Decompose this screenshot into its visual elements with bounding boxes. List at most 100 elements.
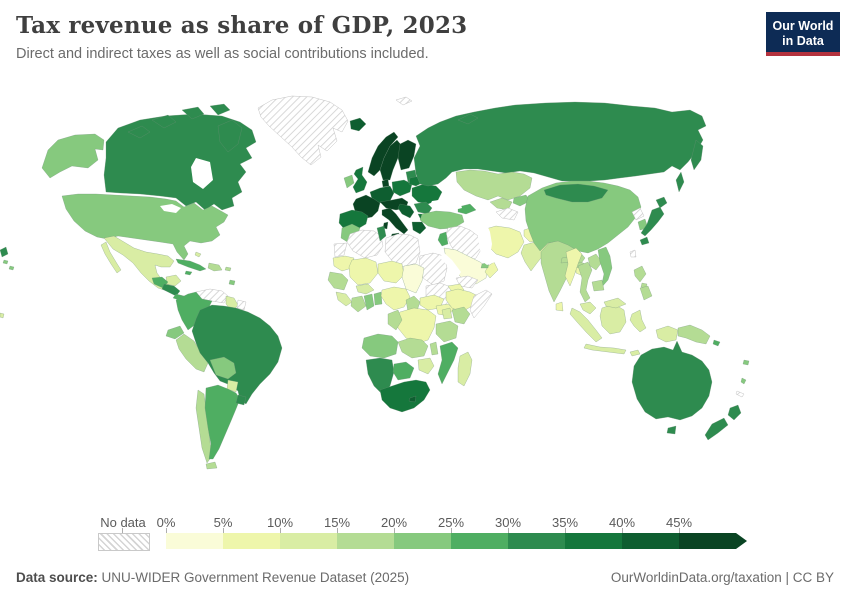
country-malaysia-borneo[interactable] — [603, 297, 627, 309]
country-uruguay[interactable] — [235, 394, 247, 406]
country-mexico-baja[interactable] — [100, 241, 122, 274]
country-niger[interactable] — [377, 260, 405, 284]
country-vietnam[interactable] — [597, 246, 613, 289]
legend-color-bar[interactable]: 0% 5% 10% 15% 20% 25% 30% 35% 40% 45% — [157, 515, 748, 549]
country-russia-sakhalin[interactable] — [675, 171, 685, 193]
legend-bin-0-5%[interactable] — [166, 533, 223, 549]
country-cuba[interactable] — [175, 258, 207, 272]
country-kyrgyzstan-tajikistan[interactable] — [512, 194, 531, 207]
country-svalbard[interactable] — [395, 96, 413, 106]
country-angola[interactable] — [361, 333, 399, 359]
country-romania[interactable] — [413, 201, 433, 215]
country-sierra-leone-liberia[interactable] — [335, 291, 353, 307]
country-myanmar[interactable] — [564, 247, 583, 287]
country-norway[interactable] — [367, 131, 399, 177]
country-mali[interactable] — [348, 257, 379, 286]
country-indonesia-java[interactable] — [583, 343, 627, 355]
country-bahamas[interactable] — [194, 251, 202, 258]
country-cambodia[interactable] — [591, 279, 605, 292]
country-western-sahara[interactable] — [333, 242, 348, 258]
country-togo-benin[interactable] — [373, 291, 383, 306]
country-russia-kamchatka[interactable] — [690, 139, 704, 171]
owid-url-link[interactable]: OurWorldinData.org/taxation — [610, 570, 782, 585]
country-libya[interactable] — [384, 233, 421, 268]
country-canada-arctic-4[interactable] — [209, 103, 231, 116]
country-indonesia-west-papua[interactable] — [655, 325, 679, 343]
country-italy[interactable] — [381, 207, 409, 235]
country-united-states-hawaii-2[interactable] — [8, 265, 15, 271]
country-australia-tasmania[interactable] — [666, 425, 677, 435]
country-russia-novaya-zemlya[interactable] — [457, 113, 479, 125]
country-peru[interactable] — [175, 333, 209, 373]
legend-bin-45%+[interactable] — [679, 533, 736, 549]
country-new-zealand-north[interactable] — [727, 404, 742, 421]
country-kenya[interactable] — [451, 306, 471, 325]
country-ecuador[interactable] — [165, 325, 185, 340]
country-japan-honshu[interactable] — [640, 206, 665, 237]
country-haiti-dominican-republic[interactable] — [207, 262, 223, 272]
country-china[interactable] — [524, 180, 642, 254]
country-poland[interactable] — [391, 179, 413, 197]
country-nigeria[interactable] — [380, 286, 411, 311]
country-dr-congo[interactable] — [395, 307, 437, 345]
legend-bin-40-45%[interactable] — [622, 533, 679, 549]
country-chad[interactable] — [401, 263, 425, 294]
country-finland[interactable] — [397, 139, 417, 171]
country-mozambique[interactable] — [437, 341, 459, 385]
country-lesotho[interactable] — [408, 395, 417, 403]
owid-logo[interactable]: Our World in Data — [766, 12, 840, 56]
country-uzbekistan[interactable] — [489, 197, 513, 211]
country-united-states-alaska[interactable] — [41, 133, 105, 179]
country-indonesia-sulawesi[interactable] — [629, 309, 647, 333]
country-mexico[interactable] — [103, 235, 175, 292]
country-papua-new-guinea[interactable] — [677, 324, 711, 345]
country-australia[interactable] — [631, 340, 713, 421]
country-russia[interactable] — [413, 101, 707, 187]
country-brazil[interactable] — [191, 304, 283, 405]
country-sri-lanka[interactable] — [555, 301, 564, 312]
country-ireland[interactable] — [343, 174, 355, 189]
legend-bin-35-40%[interactable] — [565, 533, 622, 549]
country-namibia[interactable] — [365, 357, 395, 395]
country-puerto-rico[interactable] — [224, 266, 232, 272]
country-chile-tierra-del-fuego[interactable] — [205, 461, 218, 470]
legend-bin-25-30%[interactable] — [451, 533, 508, 549]
country-burkina-faso[interactable] — [355, 283, 375, 295]
country-malaysia-peninsula[interactable] — [579, 301, 597, 315]
country-spain-portugal[interactable] — [338, 209, 369, 232]
country-greece[interactable] — [411, 221, 427, 235]
country-greenland[interactable] — [257, 95, 349, 166]
country-canada-arctic-1[interactable] — [127, 125, 151, 139]
country-somalia[interactable] — [469, 289, 493, 319]
country-zambia[interactable] — [397, 337, 429, 359]
country-suriname[interactable] — [236, 299, 247, 311]
world-choropleth-map[interactable] — [0, 85, 850, 505]
country-tunisia[interactable] — [376, 225, 387, 242]
country-tanzania[interactable] — [435, 320, 459, 343]
country-united-kingdom[interactable] — [352, 166, 368, 194]
legend-bin-15-20%[interactable] — [337, 533, 394, 549]
country-iceland[interactable] — [349, 117, 367, 132]
country-mongolia[interactable] — [543, 183, 609, 203]
legend-no-data-swatch[interactable] — [98, 533, 150, 551]
country-ghana[interactable] — [363, 293, 375, 311]
country-argentina[interactable] — [204, 384, 241, 460]
country-new-caledonia[interactable] — [735, 390, 745, 398]
country-philippines-luzon[interactable] — [633, 265, 647, 283]
country-turkey[interactable] — [419, 210, 465, 230]
country-russia-wrap-sliver[interactable] — [0, 246, 9, 258]
country-jamaica[interactable] — [184, 270, 193, 276]
country-south-africa[interactable] — [379, 379, 431, 413]
country-israel-jordan[interactable] — [437, 231, 449, 247]
legend-bin-20-25%[interactable] — [394, 533, 451, 549]
country-zimbabwe[interactable] — [417, 357, 435, 375]
country-indonesia-sumatra[interactable] — [569, 307, 603, 343]
country-canada[interactable] — [103, 113, 257, 211]
country-senegal-guinea[interactable] — [327, 271, 349, 291]
country-algeria[interactable] — [346, 229, 384, 259]
country-turkmenistan[interactable] — [495, 207, 519, 221]
country-timor[interactable] — [629, 349, 641, 357]
country-solomon-islands[interactable] — [712, 339, 721, 347]
country-philippines-mindanao[interactable] — [639, 285, 653, 301]
country-botswana[interactable] — [392, 361, 415, 381]
